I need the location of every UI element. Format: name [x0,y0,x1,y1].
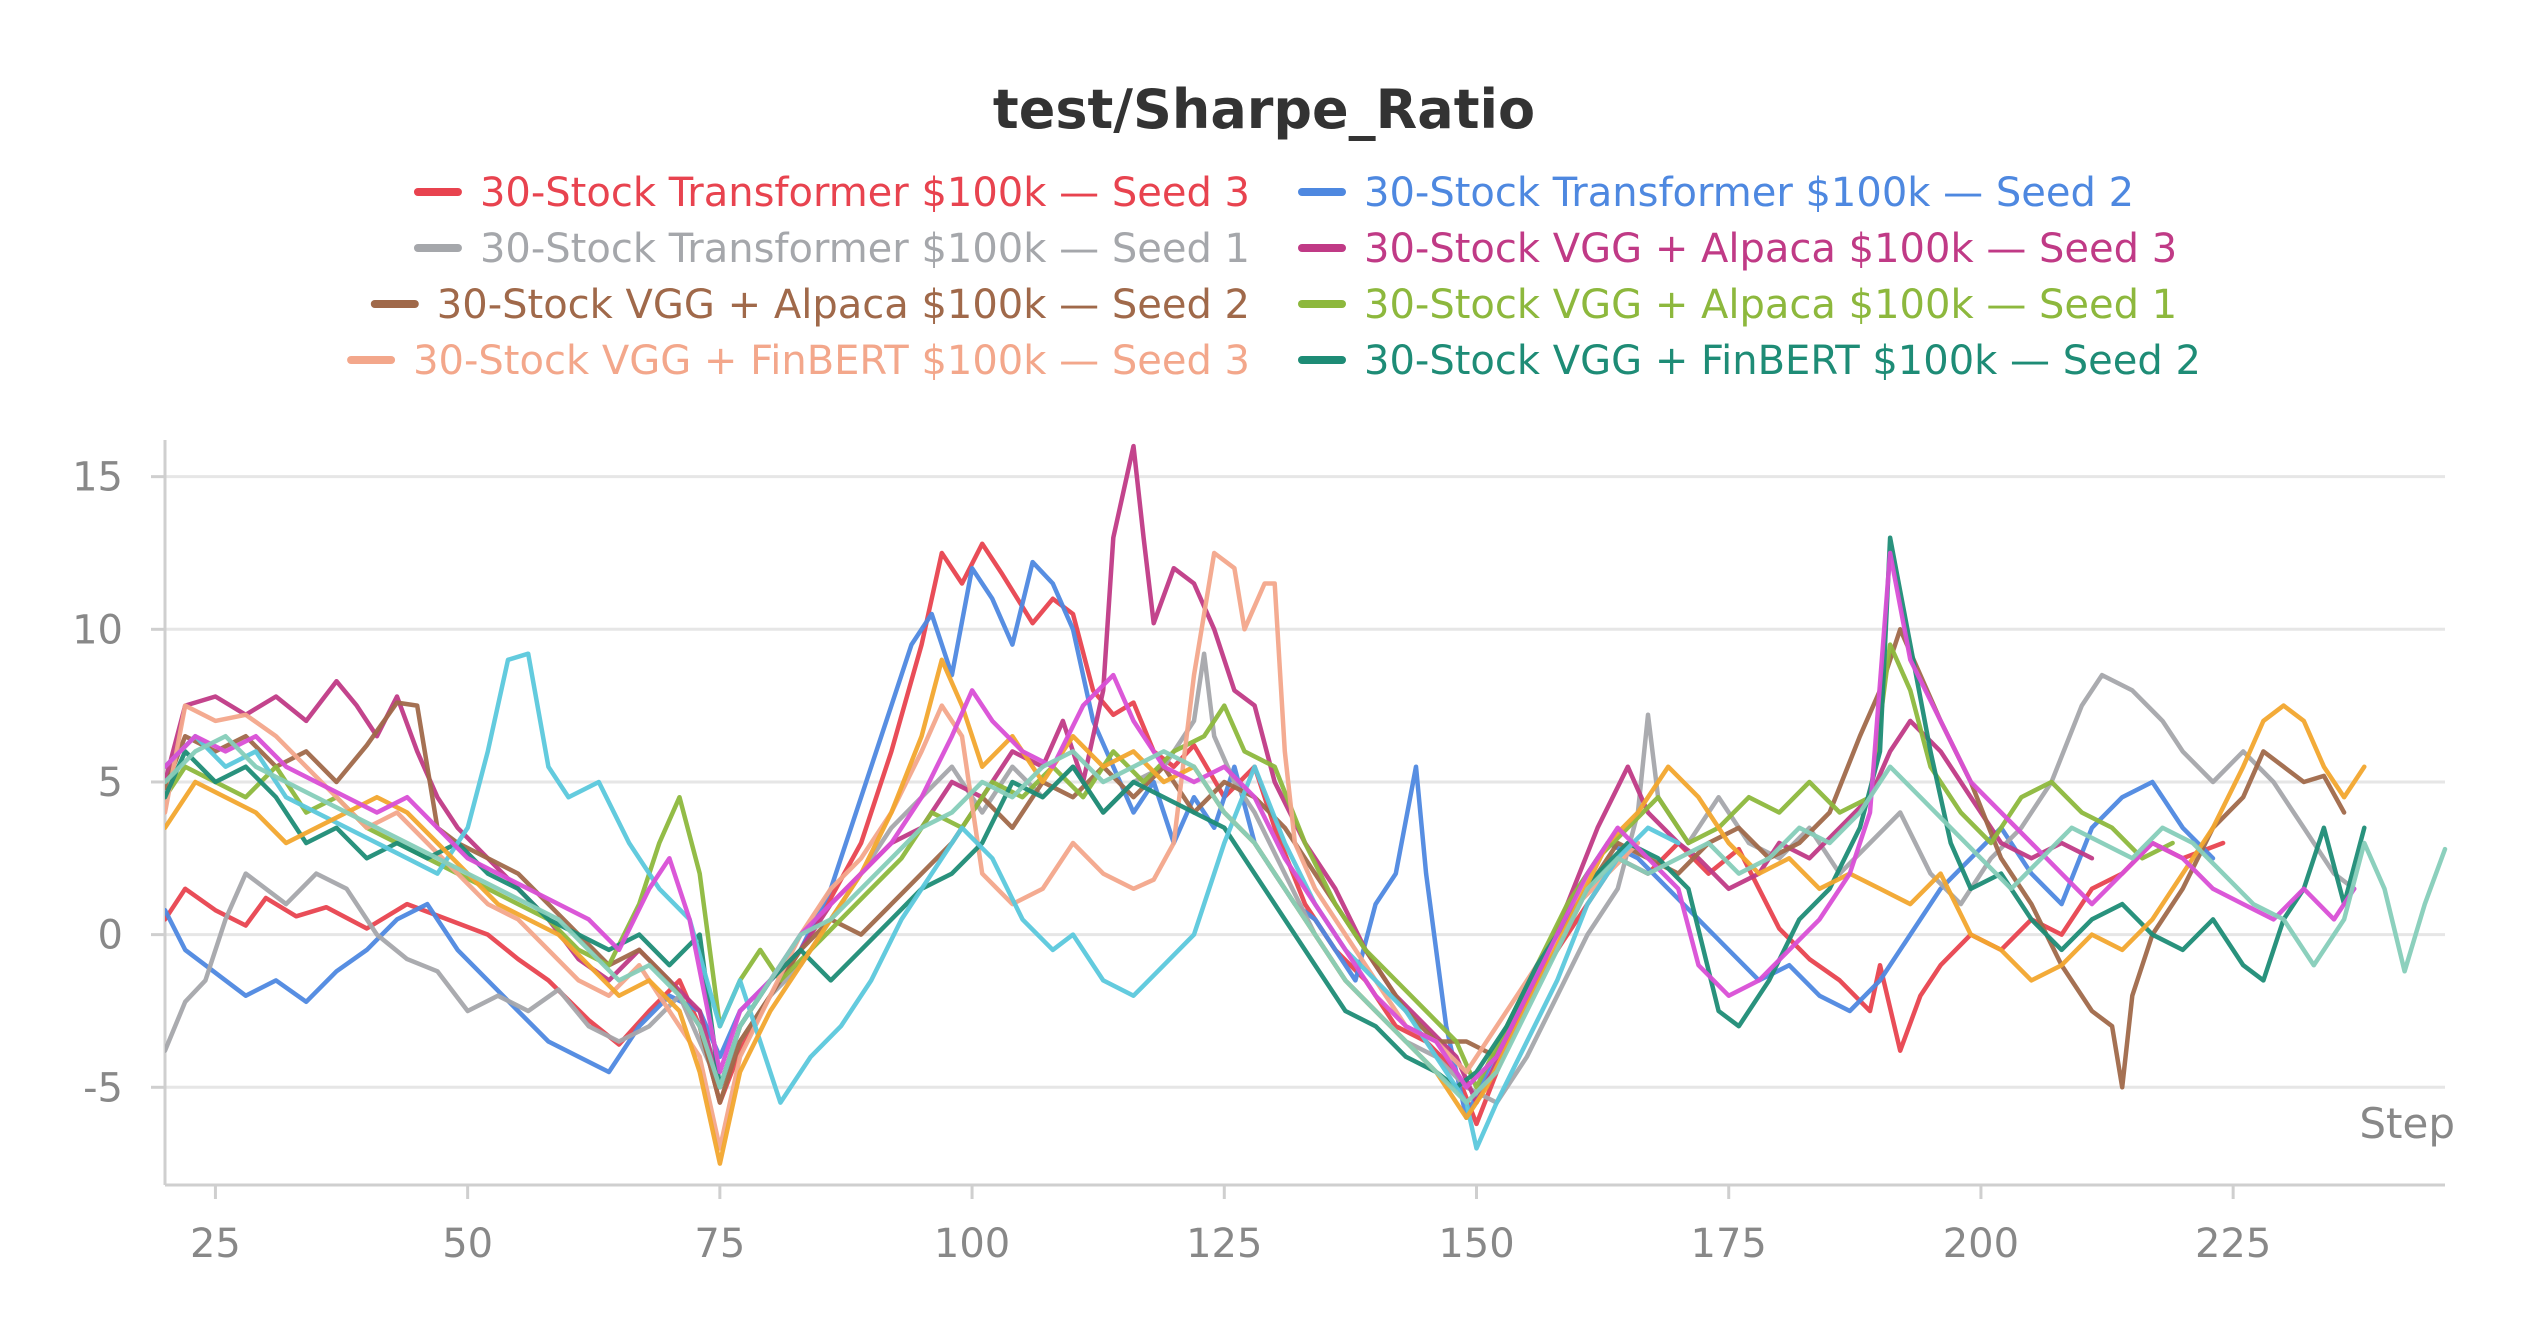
series-line-9 [165,651,1681,1151]
x-tick-label: 200 [1943,1221,2019,1267]
legend-label: 30-Stock VGG + Alpaca $100k — Seed 3 [1364,226,2177,272]
legend-label: 30-Stock VGG + Alpaca $100k — Seed 1 [1364,282,2177,328]
series-line-11 [165,550,2357,1090]
x-tick-label: 125 [1186,1221,1262,1267]
legend-item: 30-Stock VGG + FinBERT $100k — Seed 2 [1298,338,2201,384]
y-tick-label: -5 [83,1065,123,1111]
series-line-3 [165,651,2357,1105]
x-axis-title: Step [2359,1099,2455,1148]
legend-label: 30-Stock Transformer $100k — Seed 1 [480,226,1250,272]
plot-area [165,443,2448,1166]
x-tick-label: 150 [1438,1221,1514,1267]
y-tick-label: 10 [72,607,123,653]
chart-title: test/Sharpe_Ratio [993,78,1535,141]
legend-label: 30-Stock Transformer $100k — Seed 3 [480,170,1250,216]
y-tick-label: 5 [98,760,123,806]
legend: 30-Stock Transformer $100k — Seed 3 30-St… [347,170,2201,384]
legend-item: 30-Stock VGG + Alpaca $100k — Seed 3 [1298,226,2177,272]
series-line-5 [165,627,2347,1105]
x-tick-label: 225 [2195,1221,2271,1267]
legend-item: 30-Stock VGG + Alpaca $100k — Seed 2 [370,282,1250,328]
grid [165,475,2445,1089]
legend-item: 30-Stock Transformer $100k — Seed 1 [413,226,1250,272]
y-tick-label: 0 [98,913,123,959]
y-tick-label: 15 [72,455,123,501]
x-tick-label: 175 [1691,1221,1767,1267]
axes: -5 0 5 10 15 25 50 75 100 125 150 175 200 225 [72,440,2445,1267]
series-line-6 [165,642,2175,1090]
series-line-8 [165,535,2367,1090]
legend-label: 30-Stock Transformer $100k — Seed 2 [1364,170,2134,216]
x-tick-label: 50 [442,1221,493,1267]
legend-item: 30-Stock Transformer $100k — Seed 2 [1298,170,2134,216]
x-tick-label: 25 [190,1221,241,1267]
x-tick-label: 100 [934,1221,1010,1267]
series-line-1 [165,541,2226,1127]
legend-label: 30-Stock VGG + FinBERT $100k — Seed 3 [413,338,1250,384]
legend-item: 30-Stock VGG + FinBERT $100k — Seed 3 [347,338,1250,384]
x-tick-label: 75 [694,1221,745,1267]
legend-item: 30-Stock Transformer $100k — Seed 3 [413,170,1250,216]
legend-item: 30-Stock VGG + Alpaca $100k — Seed 1 [1298,282,2177,328]
series-line-2 [165,559,2216,1121]
legend-label: 30-Stock VGG + FinBERT $100k — Seed 2 [1364,338,2201,384]
series-line-4 [165,443,2095,1105]
legend-label: 30-Stock VGG + Alpaca $100k — Seed 2 [437,282,1250,328]
series-line-12 [165,733,2448,1105]
